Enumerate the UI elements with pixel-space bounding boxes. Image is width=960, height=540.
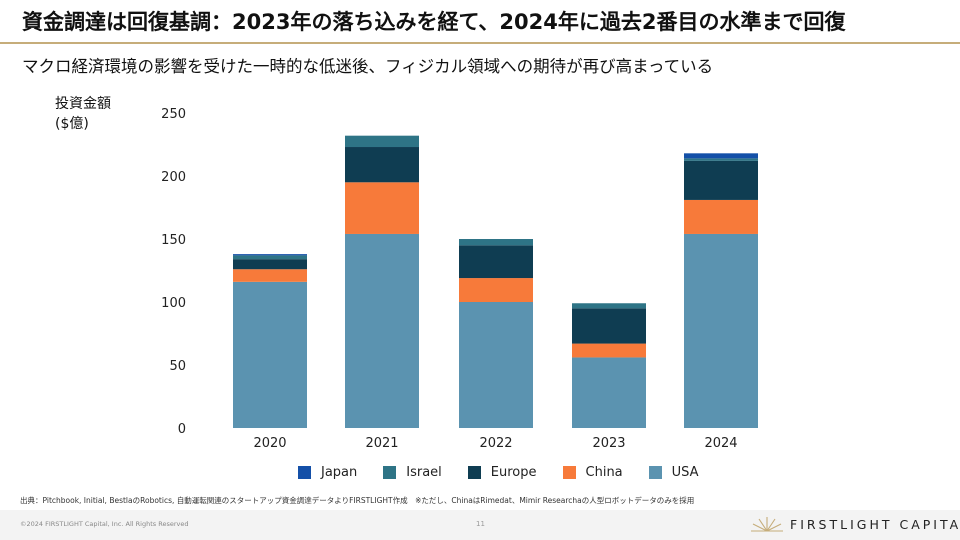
x-tick-label: 2020	[253, 436, 286, 451]
legend-swatch	[467, 466, 481, 479]
footer-bar	[0, 510, 960, 540]
title-divider	[0, 42, 960, 44]
y-tick-label: 250	[161, 107, 186, 122]
bar-segment-japan-2020	[233, 254, 307, 256]
legend-item-europe: Europe	[467, 465, 537, 480]
bar-segment-europe-2020	[233, 259, 307, 270]
y-axis-label-line1: 投資金額	[55, 96, 111, 112]
y-tick-label: 0	[178, 422, 186, 437]
bar-segment-europe-2024	[684, 160, 758, 200]
page-number: 11	[476, 520, 485, 528]
bar-segment-europe-2023	[572, 308, 646, 344]
y-tick-label: 200	[161, 170, 186, 185]
x-tick-label: 2022	[479, 436, 512, 451]
y-axis-label-line2: ($億)	[55, 116, 89, 132]
sunrise-logo-icon	[751, 517, 783, 532]
y-axis-label: 投資金額 ($億)	[55, 94, 111, 134]
legend-label: Europe	[490, 465, 537, 480]
bar-segment-israel-2020	[233, 255, 307, 260]
bar-segment-israel-2023	[572, 303, 646, 309]
bar-segment-china-2024	[684, 199, 758, 234]
bar-segment-usa-2021	[345, 233, 419, 428]
bar-segment-japan-2024	[684, 153, 758, 159]
y-tick-label: 50	[169, 359, 186, 374]
bar-segment-china-2023	[572, 343, 646, 358]
x-tick-label: 2021	[365, 436, 398, 451]
bar-segment-europe-2022	[459, 245, 533, 279]
legend-label: Japan	[321, 465, 358, 480]
firstlight-logo: FIRSTLIGHT CAPITAL	[750, 514, 960, 534]
bar-segment-israel-2024	[684, 158, 758, 161]
bar-segment-israel-2021	[345, 135, 419, 148]
legend-label: USA	[671, 465, 699, 480]
bar-segment-usa-2020	[233, 281, 307, 428]
bar-segment-usa-2022	[459, 302, 533, 428]
bar-segment-israel-2022	[459, 239, 533, 246]
legend-label: Israel	[406, 465, 442, 480]
y-tick-label: 150	[161, 233, 186, 248]
legend-swatch	[383, 466, 397, 479]
legend-label: China	[585, 465, 623, 480]
legend-item-israel: Israel	[383, 465, 442, 480]
copyright-text: ©2024 FIRSTLIGHT Capital, Inc. All Right…	[20, 520, 189, 528]
bar-segment-europe-2021	[345, 147, 419, 183]
slide-subtitle: マクロ経済環境の影響を受けた一時的な低迷後、フィジカル領域への期待が再び高まって…	[22, 57, 714, 76]
y-tick-label: 100	[161, 296, 186, 311]
legend-swatch	[562, 466, 576, 479]
chart-legend: Japan Israel Europe China USA	[298, 465, 725, 480]
bar-segment-china-2021	[345, 182, 419, 234]
x-tick-label: 2023	[592, 436, 625, 451]
legend-swatch	[648, 466, 662, 479]
legend-item-china: China	[562, 465, 623, 480]
source-note: 出典：Pitchbook, Initial, BestlaのRobotics, …	[20, 496, 695, 505]
legend-swatch	[298, 466, 311, 479]
legend-item-japan: Japan	[298, 465, 357, 480]
slide-title: 資金調達は回復基調：2023年の落ち込みを経て、2024年に過去2番目の水準まで…	[22, 10, 846, 34]
legend-item-usa: USA	[648, 465, 699, 480]
bar-segment-usa-2023	[572, 357, 646, 428]
bar-segment-china-2020	[233, 269, 307, 282]
logo-text: FIRSTLIGHT CAPITAL	[790, 516, 960, 532]
bar-segment-china-2022	[459, 278, 533, 302]
x-tick-label: 2024	[704, 436, 737, 451]
bar-segment-usa-2024	[684, 233, 758, 428]
